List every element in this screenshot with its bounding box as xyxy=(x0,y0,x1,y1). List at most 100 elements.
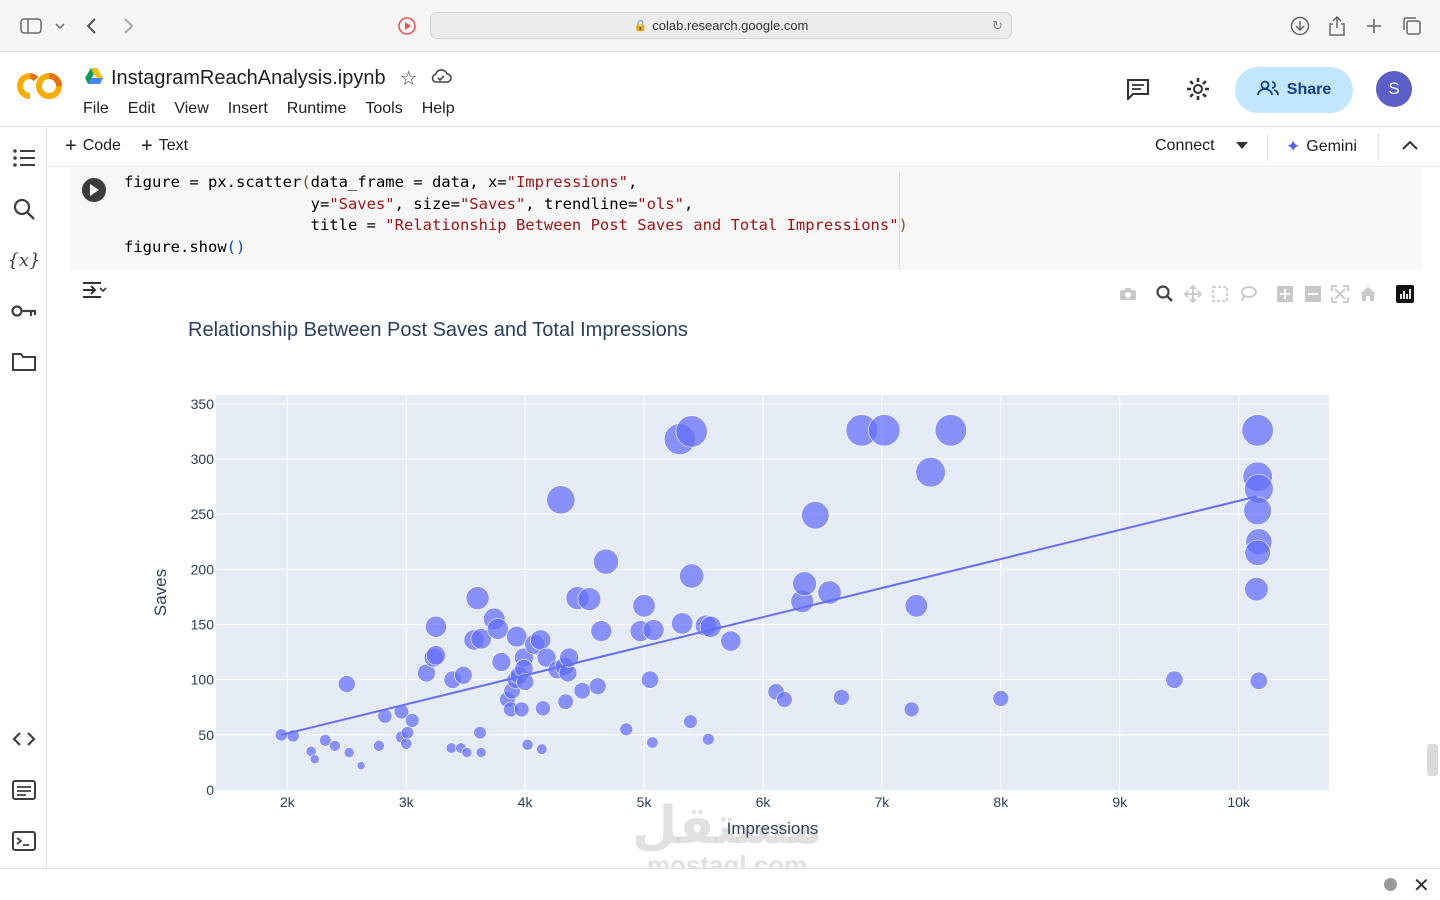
y-tick-label: 100 xyxy=(191,672,215,688)
menu-tools[interactable]: Tools xyxy=(365,100,403,117)
menu-bar: File Edit View Insert Runtime Tools Help xyxy=(83,100,474,118)
scatter-plot[interactable]: 2k 3k 4k 5k 6k 7k 8k 9k 10k 0 50 100 150 200 250 300 35… xyxy=(150,380,1350,850)
scatter-point xyxy=(776,691,793,708)
add-code-label: Code xyxy=(82,137,121,154)
notebook-title[interactable]: InstagramReachAnalysis.ipynb xyxy=(111,67,386,89)
scatter-point xyxy=(903,701,920,718)
plus-icon: + xyxy=(141,135,153,157)
comments-icon[interactable] xyxy=(1124,75,1152,103)
scatter-point xyxy=(516,672,535,691)
table-of-contents-icon[interactable] xyxy=(11,145,37,171)
share-label: Share xyxy=(1286,81,1332,98)
scatter-point xyxy=(699,615,722,638)
plotly-logo-icon[interactable] xyxy=(1395,284,1415,304)
menu-edit[interactable]: Edit xyxy=(127,100,156,117)
media-play-icon[interactable] xyxy=(395,14,419,38)
cloud-saved-icon[interactable] xyxy=(430,68,452,89)
collapse-chevron-up-icon[interactable] xyxy=(1402,140,1418,150)
scatter-point xyxy=(683,714,698,729)
scatter-point xyxy=(445,742,458,754)
code-editor[interactable]: figure = px.scatter(data_frame = data, x… xyxy=(124,172,908,258)
colab-logo-icon[interactable] xyxy=(16,70,64,107)
grid-lines xyxy=(216,395,1329,790)
back-icon[interactable] xyxy=(80,14,104,38)
gemini-label: Gemini xyxy=(1306,138,1357,155)
lasso-select-icon[interactable] xyxy=(1238,284,1258,304)
reset-axes-home-icon[interactable] xyxy=(1358,284,1378,304)
scatter-point xyxy=(671,612,694,635)
pan-icon[interactable] xyxy=(1183,284,1203,304)
chevron-down-icon[interactable] xyxy=(48,14,72,38)
scatter-point xyxy=(593,548,619,575)
scrollbar-thumb[interactable] xyxy=(1427,744,1438,776)
command-palette-icon[interactable] xyxy=(11,777,37,803)
close-icon[interactable]: ✕ xyxy=(1413,875,1430,897)
variables-icon[interactable]: {𝑥} xyxy=(7,249,41,271)
scatter-point xyxy=(720,630,742,652)
code-snippets-icon[interactable] xyxy=(11,726,37,752)
autoscale-icon[interactable] xyxy=(1330,284,1350,304)
scatter-point xyxy=(934,414,967,447)
browser-toolbar: 🔒 colab.research.google.com ↻ xyxy=(0,0,1440,52)
reload-icon[interactable]: ↻ xyxy=(992,18,1003,33)
camera-icon[interactable] xyxy=(1118,284,1138,304)
code-line-3: title = "Relationship Between Post Saves… xyxy=(124,216,908,234)
download-icon[interactable] xyxy=(1288,14,1312,38)
x-axis-ticks: 2k 3k 4k 5k 6k 7k 8k 9k 10k xyxy=(280,794,1251,810)
scatter-point xyxy=(702,733,715,746)
code-cell[interactable] xyxy=(71,168,1422,270)
files-folder-icon[interactable] xyxy=(11,349,37,375)
scatter-point xyxy=(817,580,842,605)
scatter-point xyxy=(632,594,656,618)
star-icon[interactable]: ☆ xyxy=(399,68,418,90)
add-text-label: Text xyxy=(158,137,189,154)
menu-help[interactable]: Help xyxy=(421,100,455,117)
search-icon[interactable] xyxy=(11,196,37,222)
watermark-arabic: مستقل xyxy=(632,797,823,855)
share-page-icon[interactable] xyxy=(1325,14,1349,38)
zoom-in-icon[interactable] xyxy=(1275,284,1295,304)
address-bar[interactable]: 🔒 colab.research.google.com ↻ xyxy=(430,12,1012,39)
scatter-point xyxy=(454,666,473,685)
add-text-button[interactable]: + Text xyxy=(141,135,189,157)
output-toggle-icon[interactable] xyxy=(81,279,107,306)
connect-button[interactable]: Connect xyxy=(1155,137,1215,155)
scatter-point xyxy=(641,670,660,689)
add-code-button[interactable]: + Code xyxy=(65,135,121,157)
y-axis-label: Saves xyxy=(151,569,170,616)
tab-overview-icon[interactable] xyxy=(1400,14,1424,38)
scatter-point xyxy=(590,620,613,642)
zoom-icon[interactable] xyxy=(1155,284,1175,304)
scatter-point xyxy=(329,740,341,752)
menu-view[interactable]: View xyxy=(174,100,209,117)
scatter-point xyxy=(1249,671,1268,690)
plus-icon: + xyxy=(65,135,77,157)
menu-insert[interactable]: Insert xyxy=(227,100,268,117)
scatter-point xyxy=(792,571,817,596)
new-tab-icon[interactable] xyxy=(1362,14,1386,38)
secrets-key-icon[interactable] xyxy=(11,298,37,324)
drive-icon[interactable] xyxy=(84,67,104,90)
menu-runtime[interactable]: Runtime xyxy=(286,100,347,117)
connect-dropdown-icon[interactable] xyxy=(1236,142,1248,150)
settings-gear-icon[interactable] xyxy=(1184,75,1212,103)
box-select-icon[interactable] xyxy=(1210,284,1230,304)
terminal-icon[interactable] xyxy=(11,828,37,854)
scatter-point xyxy=(373,740,385,752)
scatter-point xyxy=(619,722,634,737)
zoom-out-icon[interactable] xyxy=(1303,284,1323,304)
y-tick-label: 150 xyxy=(191,616,215,632)
share-button[interactable]: Share xyxy=(1235,67,1353,113)
y-tick-label: 350 xyxy=(191,396,215,412)
sidebar-toggle-icon[interactable] xyxy=(19,14,43,38)
gemini-button[interactable]: ✦ Gemini xyxy=(1286,137,1357,157)
run-cell-button[interactable] xyxy=(82,178,106,202)
scatter-point xyxy=(546,485,576,515)
x-tick-label: 10k xyxy=(1227,794,1251,810)
forward-icon[interactable] xyxy=(116,14,140,38)
menu-file[interactable]: File xyxy=(83,100,109,117)
scatter-point xyxy=(904,594,928,618)
avatar[interactable]: S xyxy=(1376,71,1412,107)
gemini-sparkle-icon: ✦ xyxy=(1286,137,1301,156)
scatter-point xyxy=(461,747,473,758)
